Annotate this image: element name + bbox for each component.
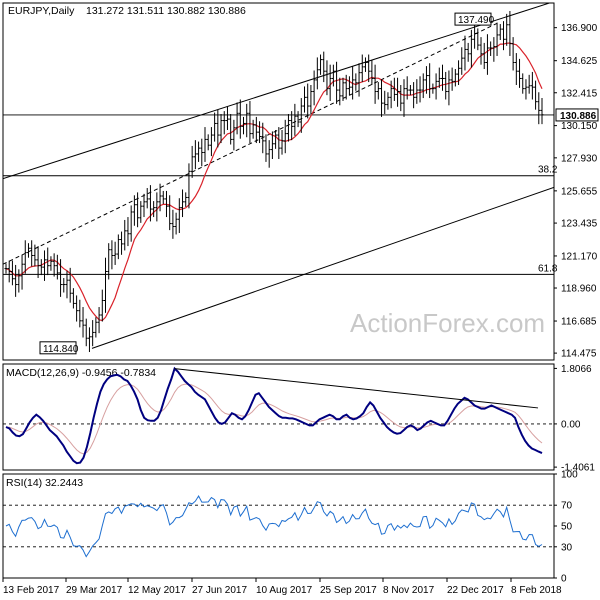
price-tick-label: 125.655 — [561, 186, 598, 197]
channel-mid-dashed-line — [3, 21, 501, 265]
macd-plot — [3, 366, 554, 465]
price-tick-label: 130.150 — [561, 121, 598, 132]
ohlc-readout: 131.272 131.511 130.882 130.886 — [86, 5, 246, 17]
x-tick-label: 22 Dec 2017 — [447, 585, 504, 596]
x-tick-label: 29 Mar 2017 — [66, 585, 123, 596]
rsi-plot — [3, 494, 554, 558]
x-tick-label: 8 Nov 2017 — [383, 585, 435, 596]
macd-line — [5, 366, 543, 465]
macd-tick-label: 1.8066 — [561, 364, 592, 375]
macd-tick-label: -1.4061 — [561, 463, 595, 474]
x-tick-label: 25 Sep 2017 — [320, 585, 377, 596]
rsi-tick-label: 70 — [561, 501, 573, 512]
x-tick-label: 13 Feb 2017 — [3, 585, 60, 596]
price-tick-label: 116.685 — [561, 317, 597, 328]
macd-title: MACD(12,26,9) -0.9456 -0.7834 — [6, 367, 156, 379]
high-label: 137.490 — [458, 15, 495, 26]
macd-panel-frame — [2, 363, 555, 471]
channel-upper-line — [3, 3, 552, 180]
channel-lower-line — [91, 186, 554, 349]
price-plot — [3, 3, 554, 353]
price-tick-label: 118.960 — [561, 284, 597, 295]
rsi-tick-label: 100 — [561, 470, 578, 481]
last-price-box — [555, 108, 599, 122]
macd-trend-line — [174, 368, 539, 409]
price-tick-label: 134.625 — [561, 56, 598, 67]
price-tick-label: 127.930 — [561, 153, 598, 164]
low-label-box — [39, 341, 77, 355]
symbol-label: EURJPY,Daily — [8, 5, 75, 17]
rsi-tick-label: 0 — [561, 574, 567, 585]
rsi-tick-label: 50 — [561, 522, 573, 533]
x-tick-label: 8 Feb 2018 — [511, 585, 562, 596]
x-tick-label: 12 May 2017 — [128, 585, 186, 596]
price-tick-label: 123.435 — [561, 219, 598, 230]
price-tick-label: 121.170 — [561, 251, 598, 262]
x-tick-label: 27 Jun 2017 — [192, 585, 247, 596]
macd-signal-line — [5, 383, 543, 455]
price-tick-label: 132.415 — [561, 88, 598, 99]
rsi-title: RSI(14) 32.2443 — [6, 477, 83, 489]
fib-61-label: 61.8 — [538, 263, 558, 274]
last-price-label: 130.886 — [560, 111, 597, 122]
high-label-box — [454, 12, 492, 26]
sma-line — [5, 42, 543, 322]
rsi-line — [5, 494, 543, 558]
fib-38-label: 38.2 — [538, 165, 558, 176]
watermark: ActionForex.com — [350, 308, 545, 338]
rsi-tick-label: 30 — [561, 542, 573, 553]
x-tick-label: 10 Aug 2017 — [256, 585, 313, 596]
price-tick-label: 136.900 — [561, 23, 598, 34]
price-tick-label: 114.475 — [561, 349, 597, 360]
chart-marks: 137.490 114.840 38.2 61.8 136.900 134.625 132.… — [2, 3, 599, 596]
price-panel-frame — [2, 2, 555, 361]
macd-tick-label: 0.00 — [561, 419, 581, 430]
low-label: 114.840 — [43, 344, 79, 355]
